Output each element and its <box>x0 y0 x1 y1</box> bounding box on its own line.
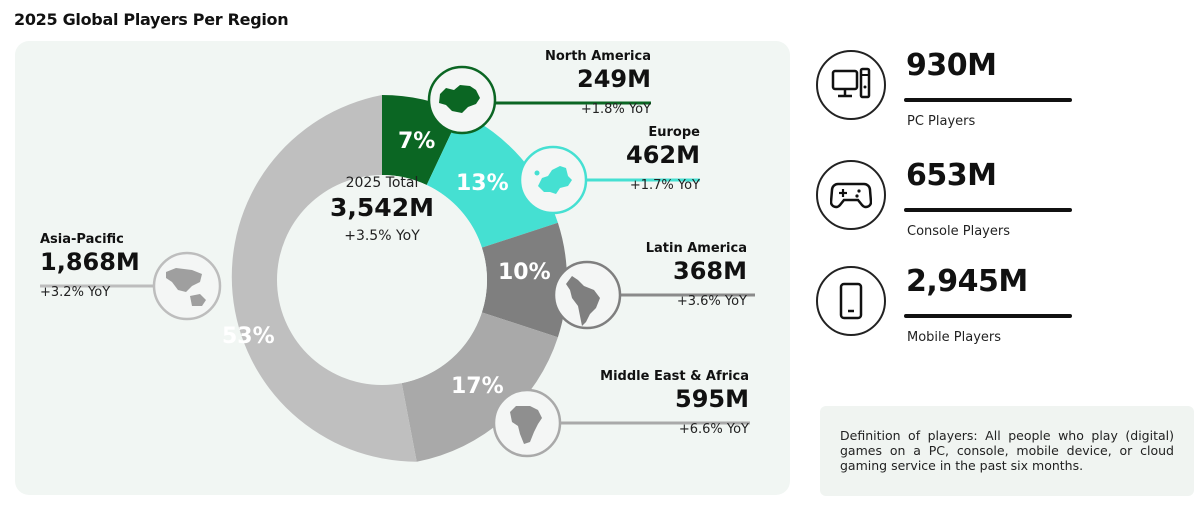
pc-underline <box>904 98 1072 102</box>
desktop-pc-icon <box>816 50 886 120</box>
callout-north-america: North America 249M +1.8% YoY <box>545 49 651 117</box>
region-value: 249M <box>577 65 651 93</box>
donut-chart: 7% 13% 10% 17% 53% <box>40 65 755 462</box>
region-yoy: +3.6% YoY <box>676 294 747 309</box>
africa-map-icon <box>492 388 562 458</box>
total-value: 3,542M <box>330 193 434 222</box>
chart-title: 2025 Global Players Per Region <box>14 10 289 29</box>
total-yoy: +3.5% YoY <box>344 228 420 244</box>
callout-asia-pacific: Asia-Pacific 1,868M +3.2% YoY <box>40 232 140 300</box>
segment-middle-east-africa <box>401 312 558 462</box>
region-value: 462M <box>626 141 700 169</box>
region-yoy: +3.2% YoY <box>40 285 111 300</box>
europe-map-icon <box>518 145 588 215</box>
region-yoy: +6.6% YoY <box>678 422 749 437</box>
console-players-label: Console Players <box>907 224 1010 239</box>
share-label-asia-pacific: 53% <box>222 324 275 349</box>
smartphone-icon <box>816 266 886 336</box>
segment-latin-america <box>481 222 567 338</box>
region-value: 1,868M <box>40 248 140 276</box>
segment-europe <box>426 112 558 248</box>
gamepad-icon <box>816 160 886 230</box>
north-america-map-icon <box>427 65 497 135</box>
total-label: 2025 Total <box>345 175 419 191</box>
console-players-value: 653M <box>906 158 997 193</box>
region-value: 595M <box>675 385 749 413</box>
mobile-players-value: 2,945M <box>906 264 1028 299</box>
donut-center: 2025 Total 3,542M +3.5% YoY <box>277 175 487 244</box>
segment-asia-pacific <box>231 95 417 462</box>
region-yoy: +1.7% YoY <box>629 178 700 193</box>
mobile-players-label: Mobile Players <box>907 330 1002 345</box>
console-underline <box>904 208 1072 212</box>
asia-pacific-map-icon <box>152 251 222 321</box>
region-name: Asia-Pacific <box>40 232 124 247</box>
region-name: Middle East & Africa <box>600 369 749 384</box>
share-label-europe: 13% <box>456 171 509 196</box>
region-value: 368M <box>673 257 747 285</box>
pc-players-label: PC Players <box>907 114 976 129</box>
region-name: North America <box>545 49 651 64</box>
latin-america-map-icon <box>552 260 622 330</box>
players-definition-note: Definition of players: All people who pl… <box>820 406 1194 496</box>
callout-europe: Europe 462M +1.7% YoY <box>626 125 700 193</box>
share-label-latin-america: 10% <box>498 260 551 285</box>
mobile-underline <box>904 314 1072 318</box>
pc-players-value: 930M <box>906 48 997 83</box>
callout-latin-america: Latin America 368M +3.6% YoY <box>646 241 747 309</box>
share-label-north-america: 7% <box>398 129 435 154</box>
share-label-middle-east-africa: 17% <box>451 374 504 399</box>
callout-middle-east-africa: Middle East & Africa 595M +6.6% YoY <box>600 369 749 437</box>
region-name: Europe <box>648 125 700 140</box>
region-name: Latin America <box>645 241 747 256</box>
region-yoy: +1.8% YoY <box>580 102 651 117</box>
